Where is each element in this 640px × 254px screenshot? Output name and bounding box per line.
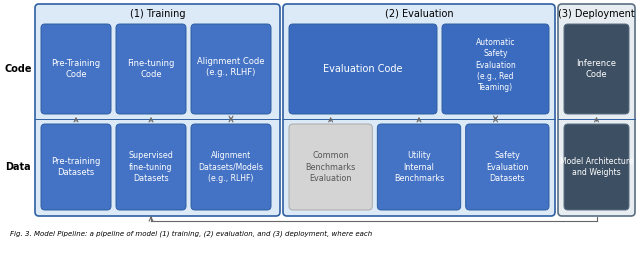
FancyBboxPatch shape — [41, 124, 111, 210]
FancyBboxPatch shape — [466, 124, 549, 210]
FancyBboxPatch shape — [289, 124, 372, 210]
FancyBboxPatch shape — [116, 24, 186, 114]
Text: Alignment Code
(e.g., RLHF): Alignment Code (e.g., RLHF) — [197, 57, 265, 77]
FancyBboxPatch shape — [442, 24, 549, 114]
Text: (1) Training: (1) Training — [130, 9, 185, 19]
Text: Fine-tuning
Code: Fine-tuning Code — [127, 59, 175, 79]
FancyBboxPatch shape — [564, 124, 629, 210]
Text: Pre-Training
Code: Pre-Training Code — [51, 59, 100, 79]
Text: Data: Data — [5, 162, 31, 172]
Text: Utility
Internal
Benchmarks: Utility Internal Benchmarks — [394, 151, 444, 183]
FancyBboxPatch shape — [378, 124, 461, 210]
Text: Automatic
Safety
Evaluation
(e.g., Red
Teaming): Automatic Safety Evaluation (e.g., Red T… — [475, 38, 516, 92]
FancyBboxPatch shape — [283, 4, 555, 216]
Text: Evaluation Code: Evaluation Code — [323, 64, 403, 74]
FancyBboxPatch shape — [564, 24, 629, 114]
Text: Code: Code — [4, 64, 32, 74]
FancyBboxPatch shape — [41, 24, 111, 114]
FancyBboxPatch shape — [116, 124, 186, 210]
Text: Inference
Code: Inference Code — [577, 59, 616, 79]
Text: Safety
Evaluation
Datasets: Safety Evaluation Datasets — [486, 151, 529, 183]
Text: Supervised
fine-tuning
Datasets: Supervised fine-tuning Datasets — [129, 151, 173, 183]
FancyBboxPatch shape — [191, 124, 271, 210]
FancyBboxPatch shape — [289, 24, 437, 114]
FancyBboxPatch shape — [558, 4, 635, 216]
Text: Model Architecture
and Weights: Model Architecture and Weights — [559, 157, 634, 177]
Text: (2) Evaluation: (2) Evaluation — [385, 9, 453, 19]
Text: Alignment
Datasets/Models
(e.g., RLHF): Alignment Datasets/Models (e.g., RLHF) — [198, 151, 264, 183]
FancyBboxPatch shape — [191, 24, 271, 114]
Text: Pre-training
Datasets: Pre-training Datasets — [51, 157, 100, 177]
Text: Common
Benchmarks
Evaluation: Common Benchmarks Evaluation — [305, 151, 356, 183]
FancyBboxPatch shape — [35, 4, 280, 216]
Text: Fig. 3. Model Pipeline: a pipeline of model (1) training, (2) evaluation, and (3: Fig. 3. Model Pipeline: a pipeline of mo… — [10, 230, 372, 237]
Text: (3) Deployment: (3) Deployment — [558, 9, 635, 19]
